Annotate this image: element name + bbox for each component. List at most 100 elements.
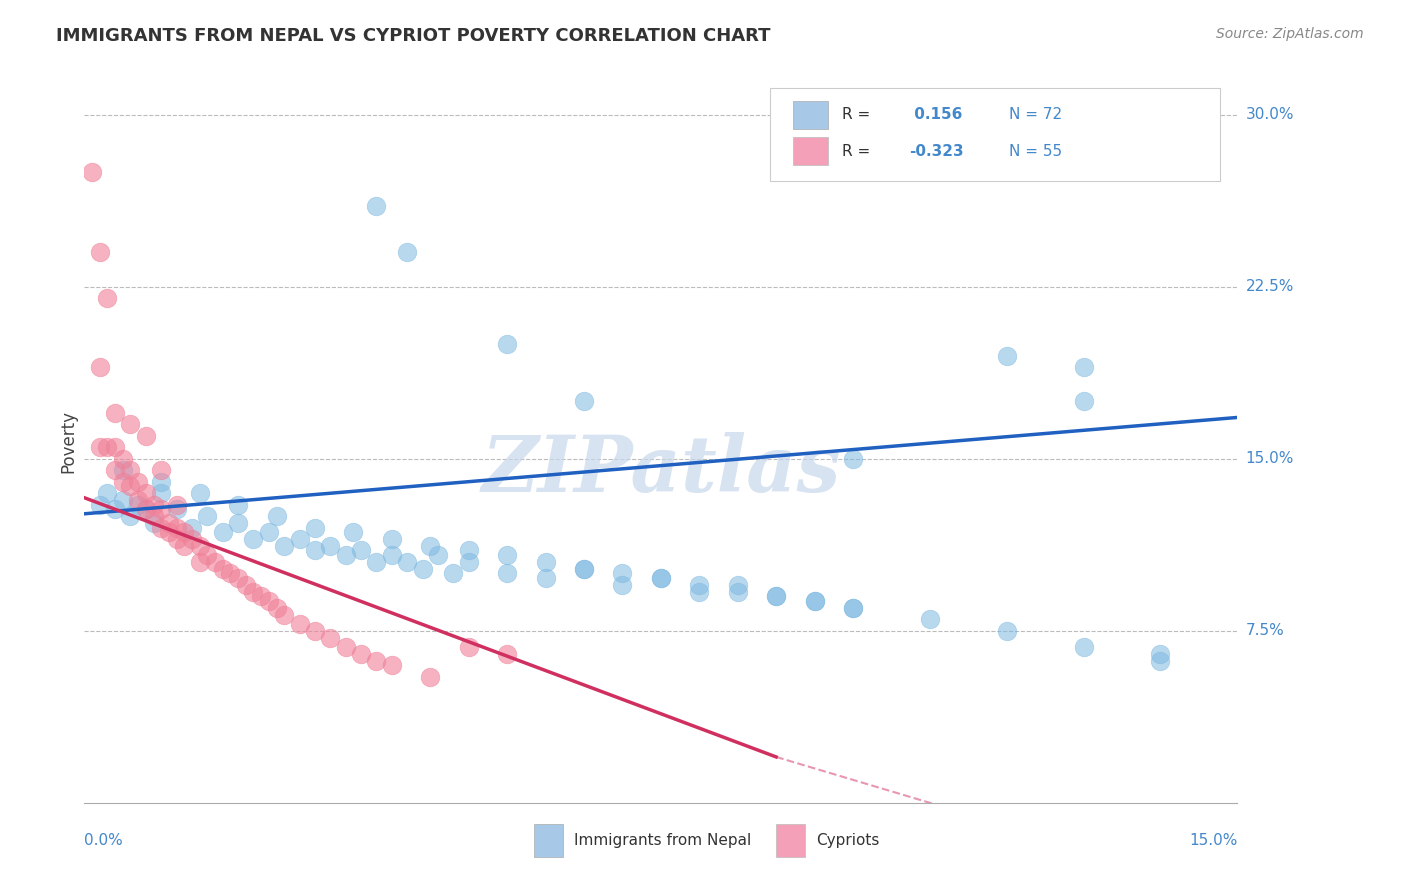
Text: 0.0%: 0.0%	[84, 833, 124, 848]
Point	[120, 463, 142, 477]
Point	[1149, 654, 1171, 668]
Text: N = 55: N = 55	[1010, 144, 1062, 159]
Text: 22.5%: 22.5%	[1246, 279, 1294, 294]
Point	[995, 349, 1018, 363]
Point	[226, 571, 249, 585]
Point	[381, 548, 404, 562]
Point	[135, 486, 157, 500]
Point	[612, 566, 634, 581]
FancyBboxPatch shape	[793, 137, 828, 165]
Point	[188, 555, 211, 569]
Point	[111, 493, 134, 508]
Point	[381, 532, 404, 546]
Point	[765, 590, 787, 604]
Point	[173, 539, 195, 553]
Point	[89, 498, 111, 512]
Point	[188, 539, 211, 553]
Text: 15.0%: 15.0%	[1246, 451, 1294, 467]
Point	[80, 165, 103, 179]
Point	[288, 616, 311, 631]
Point	[89, 245, 111, 260]
Text: ZIPatlas: ZIPatlas	[481, 433, 841, 508]
Point	[319, 631, 342, 645]
Point	[150, 520, 173, 534]
Point	[104, 440, 127, 454]
Point	[120, 479, 142, 493]
Point	[150, 475, 173, 489]
Point	[142, 516, 165, 530]
Point	[688, 584, 710, 599]
Point	[166, 532, 188, 546]
Point	[195, 509, 218, 524]
Text: IMMIGRANTS FROM NEPAL VS CYPRIOT POVERTY CORRELATION CHART: IMMIGRANTS FROM NEPAL VS CYPRIOT POVERTY…	[56, 27, 770, 45]
Point	[419, 539, 441, 553]
Point	[534, 555, 557, 569]
Point	[366, 555, 388, 569]
Text: 30.0%: 30.0%	[1246, 107, 1294, 122]
FancyBboxPatch shape	[776, 824, 806, 857]
Point	[650, 571, 672, 585]
Point	[350, 543, 373, 558]
Point	[188, 486, 211, 500]
Y-axis label: Poverty: Poverty	[59, 410, 77, 473]
Point	[496, 647, 519, 661]
Point	[396, 555, 419, 569]
Point	[273, 539, 295, 553]
Point	[496, 566, 519, 581]
Point	[120, 417, 142, 432]
Point	[257, 525, 280, 540]
Text: 15.0%: 15.0%	[1189, 833, 1237, 848]
Point	[120, 509, 142, 524]
Point	[842, 600, 865, 615]
Point	[273, 607, 295, 622]
Point	[135, 502, 157, 516]
FancyBboxPatch shape	[770, 87, 1220, 181]
Point	[104, 502, 127, 516]
Point	[111, 463, 134, 477]
Point	[457, 640, 479, 654]
Point	[396, 245, 419, 260]
Point	[366, 654, 388, 668]
Text: 0.156: 0.156	[908, 107, 962, 122]
Point	[842, 451, 865, 466]
Point	[104, 463, 127, 477]
Point	[250, 590, 273, 604]
Point	[166, 520, 188, 534]
Text: N = 72: N = 72	[1010, 107, 1062, 122]
Point	[304, 520, 326, 534]
Point	[127, 475, 149, 489]
Text: Immigrants from Nepal: Immigrants from Nepal	[575, 833, 752, 848]
Point	[803, 594, 825, 608]
Point	[96, 440, 118, 454]
Point	[226, 498, 249, 512]
Point	[89, 440, 111, 454]
Point	[157, 525, 180, 540]
Point	[142, 509, 165, 524]
Point	[572, 562, 595, 576]
Point	[803, 594, 825, 608]
Point	[211, 525, 233, 540]
Point	[496, 548, 519, 562]
Point	[419, 670, 441, 684]
Point	[111, 475, 134, 489]
Point	[257, 594, 280, 608]
Point	[288, 532, 311, 546]
Point	[572, 562, 595, 576]
Point	[127, 498, 149, 512]
Point	[1073, 394, 1095, 409]
Text: 7.5%: 7.5%	[1246, 624, 1284, 639]
Point	[426, 548, 449, 562]
Point	[242, 584, 264, 599]
Point	[181, 520, 204, 534]
Point	[304, 543, 326, 558]
Text: Cypriots: Cypriots	[817, 833, 880, 848]
Point	[1073, 359, 1095, 374]
Point	[150, 486, 173, 500]
FancyBboxPatch shape	[534, 824, 562, 857]
Point	[342, 525, 364, 540]
Point	[89, 359, 111, 374]
Point	[157, 516, 180, 530]
Point	[572, 394, 595, 409]
Point	[412, 562, 434, 576]
Point	[842, 600, 865, 615]
